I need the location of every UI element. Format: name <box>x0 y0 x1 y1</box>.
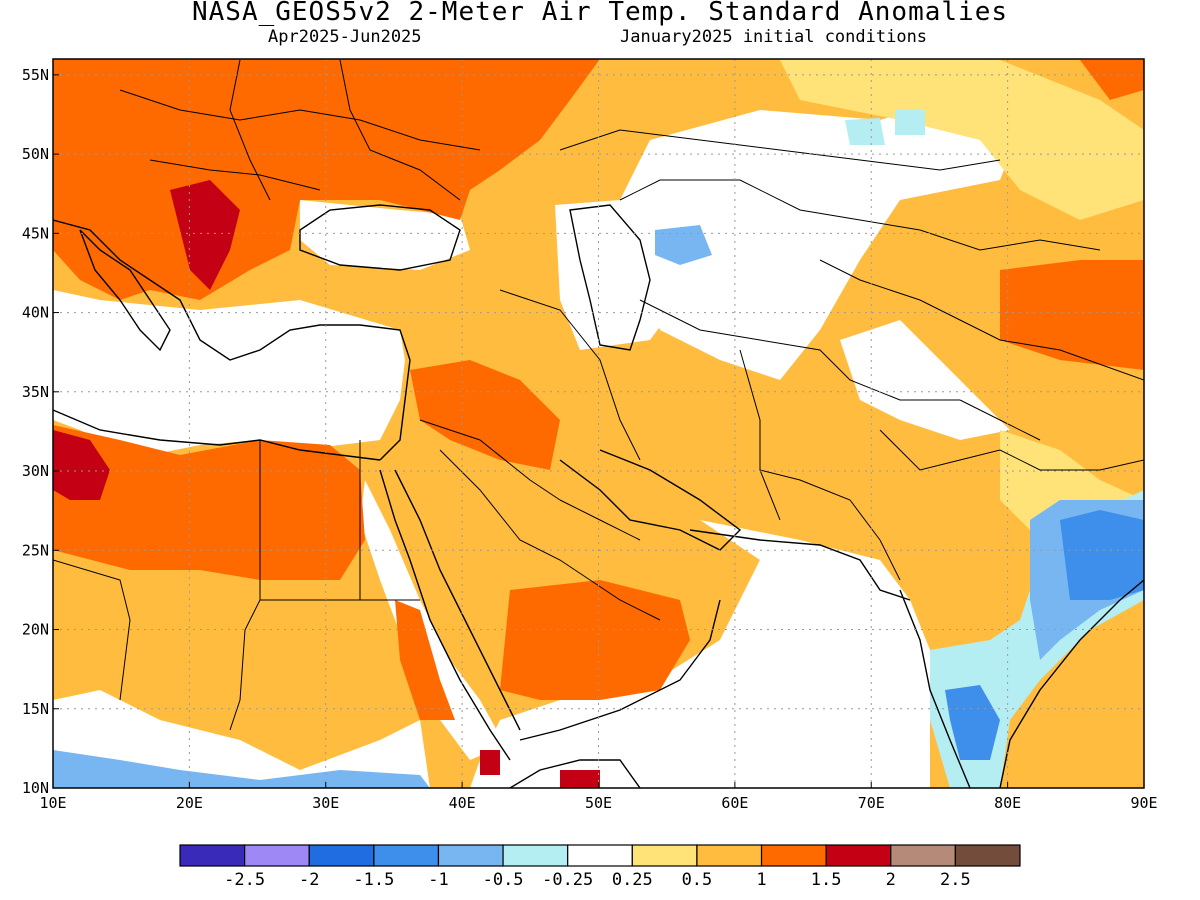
lat-tick-label: 35N <box>22 383 49 401</box>
colorbar-label: -2 <box>299 870 319 890</box>
coastline-india-west <box>899 589 971 788</box>
lon-tick-label: 50E <box>585 794 612 812</box>
colorbar-swatch <box>308 844 375 867</box>
anomaly-lightblue-north <box>845 110 925 145</box>
anomaly-orange-central-asia-east <box>1000 260 1144 370</box>
colorbar-labels: -2.5 -2 -1.5 -1 -0.5 -0.25 0.25 0.5 1 1.5 2 2.5 <box>224 870 971 890</box>
anomaly-blue-south-india <box>945 685 1000 760</box>
colorbar-label: 2 <box>886 870 896 890</box>
colorbar-swatch <box>825 844 892 867</box>
colorbar-label: 1.5 <box>811 870 842 890</box>
anomaly-white-blacksea <box>300 200 470 270</box>
coastline-arabia-south <box>519 599 721 741</box>
colorbar-label: -1 <box>428 870 448 890</box>
coastline-africa-north <box>53 409 381 461</box>
colorbar-swatch <box>890 844 956 867</box>
anomaly-white-central-asia <box>620 90 1020 380</box>
anomaly-orange-ne <box>1080 60 1144 100</box>
coastline-red-sea-east <box>394 469 521 731</box>
colorbar-swatch <box>179 844 246 867</box>
coastline-somalia <box>509 759 641 788</box>
anomaly-white-sw-asia <box>840 320 1010 440</box>
lat-tick-label: 20N <box>22 621 49 639</box>
coastline-caspian <box>569 204 651 351</box>
lat-tick-label: 10N <box>22 779 49 797</box>
lon-tick-label: 80E <box>994 794 1021 812</box>
lon-tick-label: 70E <box>858 794 885 812</box>
coastline-iran-pakistan <box>689 529 911 601</box>
colorbar-label: -0.5 <box>483 870 524 890</box>
lon-tick-label: 90E <box>1130 794 1157 812</box>
colorbar-swatch <box>696 844 763 867</box>
anomaly-white-arabian-sea <box>700 520 930 788</box>
coastline-india-east <box>999 579 1144 788</box>
anomaly-blue-bay-of-bengal <box>1060 510 1144 600</box>
anomaly-orange-north-africa <box>53 425 365 580</box>
colorbar-swatch <box>631 844 698 867</box>
anomaly-blue-caspian <box>655 225 712 265</box>
anomaly-white-gulf-aden <box>470 560 760 788</box>
colorbar-swatch <box>760 844 827 867</box>
colorbar-label: 0.25 <box>612 870 653 890</box>
colorbar-swatch <box>567 844 633 867</box>
lon-tick-label: 10E <box>39 794 66 812</box>
lat-tick-label: 25N <box>22 541 49 559</box>
lat-tick-label: 15N <box>22 700 49 718</box>
anomaly-darkred-balkans <box>170 180 240 290</box>
colorbar-swatch <box>244 844 310 867</box>
anomaly-darkred-eritrea <box>480 750 500 775</box>
anomaly-white-africa-south <box>53 690 430 788</box>
grid-lines <box>53 59 1144 788</box>
colorbar-label: 1 <box>756 870 766 890</box>
anomaly-blue-africa-south <box>53 750 430 788</box>
coastline-italy <box>79 229 171 352</box>
lat-tick-label: 50N <box>22 145 49 163</box>
country-borders <box>53 59 1144 731</box>
anomaly-yellow-north <box>780 60 1144 220</box>
coastlines <box>53 204 1144 788</box>
lon-tick-label: 20E <box>176 794 203 812</box>
lon-tick-label: 60E <box>721 794 748 812</box>
lat-tick-label: 55N <box>22 66 49 84</box>
longitude-labels: 10E 20E 30E 40E 50E 60E 70E 80E 90E <box>39 782 1158 812</box>
lat-tick-label: 30N <box>22 462 49 480</box>
colorbar-swatch <box>373 844 440 867</box>
map-title: NASA_GEOS5v2 2-Meter Air Temp. Standard … <box>191 0 1008 27</box>
coastline-red-sea-west <box>379 469 511 761</box>
initial-conditions: January2025 initial conditions <box>620 27 928 47</box>
colorbar <box>179 844 1021 867</box>
colorbar-label: -0.25 <box>542 870 593 890</box>
anomaly-orange-iraq <box>410 360 560 470</box>
anomaly-darkred-yemen <box>560 770 600 788</box>
colorbar-label: 2.5 <box>940 870 971 890</box>
colorbar-swatch <box>437 844 504 867</box>
colorbar-label: -2.5 <box>224 870 265 890</box>
coastline-black-sea <box>299 204 461 271</box>
latitude-labels: 10N 15N 20N 25N 30N 35N 40N 45N 50N 55N <box>22 66 59 797</box>
forecast-period: Apr2025-Jun2025 <box>268 27 422 47</box>
colorbar-label: 0.5 <box>682 870 713 890</box>
coastline-levant <box>379 359 411 461</box>
lat-tick-label: 45N <box>22 224 49 242</box>
lon-tick-label: 30E <box>312 794 339 812</box>
colorbar-swatch <box>954 844 1021 867</box>
map-field <box>53 59 1144 788</box>
colorbar-swatch <box>502 844 569 867</box>
anomaly-darkred-libya <box>53 430 110 500</box>
lon-tick-label: 40E <box>449 794 476 812</box>
coastline-mediterranean-north <box>53 219 411 361</box>
lat-tick-label: 40N <box>22 304 49 322</box>
anomaly-orange-arabia <box>500 580 690 700</box>
colorbar-label: -1.5 <box>353 870 394 890</box>
